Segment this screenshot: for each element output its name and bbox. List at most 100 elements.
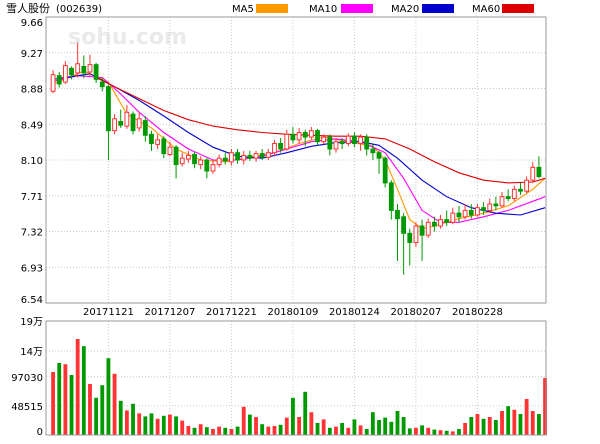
candle-body (87, 64, 93, 73)
price-tick-label: 9.66 (21, 18, 43, 29)
volume-bar (432, 429, 437, 435)
volume-bar (57, 363, 62, 435)
volume-bar (63, 364, 68, 435)
volume-bar (512, 409, 517, 435)
candle-body (370, 148, 376, 154)
price-tick-label: 8.49 (21, 120, 43, 131)
candle-body (302, 132, 308, 138)
candle-body (431, 221, 437, 227)
candle-body (56, 75, 62, 85)
volume-bar (364, 429, 369, 435)
candle-body (493, 203, 499, 207)
candle-body (475, 207, 480, 216)
candle-body (339, 141, 345, 145)
volume-bar (389, 421, 394, 435)
candle-body (69, 67, 74, 76)
volume-bar (155, 418, 160, 435)
candle-body (315, 130, 320, 143)
volume-bar (186, 426, 191, 435)
candle-body (358, 136, 363, 144)
candle-body (259, 153, 265, 158)
candle-body (327, 136, 333, 150)
candle-body (401, 216, 407, 234)
volume-bar (401, 417, 406, 435)
volume-bar (309, 412, 314, 435)
legend-ma20-label: MA20 (391, 4, 419, 15)
candle-body (62, 65, 68, 83)
volume-bar (198, 424, 203, 435)
legend-ma60-label: MA60 (472, 4, 500, 15)
date-tick-label: 20180207 (390, 307, 441, 318)
ma-line-ma20 (53, 73, 546, 216)
candle-body (444, 219, 450, 223)
volume-bar (481, 418, 486, 435)
volume-bar (131, 403, 135, 435)
volume-tick-label: 19万 (20, 317, 43, 328)
volume-bar (168, 414, 172, 435)
price-tick-label: 8.10 (21, 156, 43, 167)
price-tick-label: 7.71 (21, 192, 43, 203)
volume-bar (407, 428, 412, 435)
legend-ma5-swatch (256, 4, 288, 13)
candle-body (530, 166, 536, 181)
volume-bar (51, 372, 55, 435)
candle-body (155, 139, 161, 145)
candle-body (462, 209, 468, 218)
volume-panel: 19万 14万 97030 48515 0 (11, 317, 547, 438)
volume-bar (272, 426, 277, 435)
volume-bar (321, 419, 326, 435)
volume-bar (223, 427, 228, 435)
candle-body (456, 212, 462, 218)
candle-body (272, 143, 277, 154)
volume-bar (315, 423, 320, 435)
candle-body (229, 152, 234, 163)
ma-line-ma10 (52, 75, 546, 223)
date-tick-label: 20180109 (267, 307, 318, 318)
candle-body (487, 203, 493, 211)
volume-y-axis: 19万 14万 97030 48515 0 (11, 317, 43, 438)
candle-body (161, 138, 167, 155)
candle-body (407, 232, 413, 243)
volume-bar (370, 412, 375, 435)
candle-body (241, 154, 247, 161)
candle-body (167, 146, 173, 156)
candle-body (99, 81, 105, 88)
volume-bar (327, 427, 332, 435)
volume-bar (81, 346, 86, 435)
candle-body (505, 196, 511, 200)
volume-bar (469, 417, 474, 435)
price-panel: 9.66 9.27 8.88 8.49 8.10 7.71 7.32 6.93 6.54 201… (21, 16, 547, 318)
candle-body (499, 196, 505, 207)
candle-body (333, 141, 339, 150)
volume-bar (118, 400, 123, 435)
candle-body (524, 179, 530, 192)
price-tick-label: 8.88 (21, 85, 43, 96)
candle-body (364, 136, 370, 150)
candles (50, 42, 542, 275)
date-axis: 20171121 20171207 20171221 20180109 20180124… (83, 307, 503, 318)
volume-bar (487, 417, 492, 435)
volume-bar (352, 419, 357, 435)
volume-bar (420, 425, 424, 435)
candle-body (468, 209, 474, 216)
volume-bar (358, 425, 363, 435)
candle-body (376, 152, 382, 159)
volume-bar (383, 417, 388, 435)
volume-bar (161, 415, 166, 435)
candle-body (136, 118, 142, 129)
candle-body (204, 159, 210, 172)
date-tick-label: 20171221 (206, 307, 257, 318)
candle-body (253, 153, 259, 159)
candle-body (284, 133, 290, 150)
volume-bars (51, 339, 547, 435)
candle-body (395, 209, 400, 220)
candle-body (81, 66, 87, 74)
candle-body (93, 64, 99, 80)
price-tick-label: 7.32 (21, 228, 43, 239)
price-tick-label: 9.27 (21, 49, 43, 60)
candle-body (438, 219, 443, 227)
volume-bar (69, 375, 74, 435)
candle-body (185, 154, 191, 160)
volume-tick-label: 97030 (11, 373, 43, 384)
